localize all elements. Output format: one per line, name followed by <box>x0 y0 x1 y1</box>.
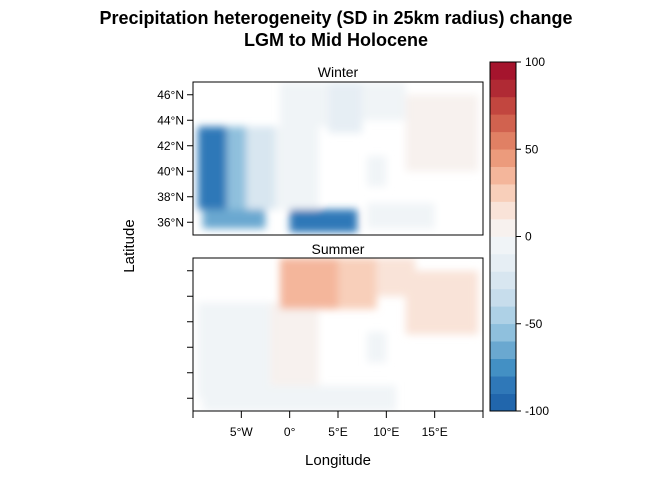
region-summer-3 <box>338 258 377 309</box>
region-summer-2 <box>280 258 338 309</box>
region-winter-9 <box>367 155 387 187</box>
region-winter-0 <box>197 126 227 210</box>
colorbar-segment <box>490 201 516 220</box>
colorbar: 100 50 0 -50 -100 <box>489 55 549 418</box>
chart-title-line1: Precipitation heterogeneity (SD in 25km … <box>99 8 572 28</box>
region-summer-6 <box>367 331 387 363</box>
x-tick-label: 5°E <box>328 425 347 439</box>
region-summer-5 <box>405 270 479 335</box>
chart-title-line2: LGM to Mid Holocene <box>244 30 428 50</box>
colorbar-segment <box>490 96 516 115</box>
y-tick-label: 46°N <box>157 88 184 102</box>
colorbar-segment <box>490 166 516 185</box>
y-tick-label: 42°N <box>157 139 184 153</box>
region-winter-1 <box>226 126 247 210</box>
colorbar-tick-label: 100 <box>525 55 545 69</box>
region-winter-6 <box>280 82 329 127</box>
region-winter-10 <box>405 94 479 172</box>
region-winter-5 <box>289 209 358 233</box>
colorbar-segment <box>490 184 516 202</box>
y-axis-label: Latitude <box>121 219 138 272</box>
y-tick-label: 44°N <box>157 113 184 127</box>
y-tick-label: 36°N <box>157 215 184 229</box>
region-summer-7 <box>202 385 396 411</box>
colorbar-segment <box>490 149 516 167</box>
colorbar-segment <box>490 271 516 290</box>
colorbar-segment <box>490 62 516 80</box>
colorbar-segment <box>490 114 516 133</box>
colorbar-segment <box>490 306 516 325</box>
colorbar-segment <box>490 236 516 255</box>
region-winter-3 <box>275 126 319 210</box>
region-winter-4 <box>202 209 266 229</box>
x-tick-label: 10°E <box>373 425 399 439</box>
colorbar-segment <box>490 253 516 272</box>
colorbar-tick-label: 0 <box>525 230 532 244</box>
panel-title-winter: Winter <box>318 64 359 80</box>
colorbar-tick-label: 50 <box>525 142 539 156</box>
colorbar-segment <box>490 393 516 412</box>
x-axis-label: Longitude <box>305 452 371 469</box>
region-summer-1 <box>270 302 319 399</box>
x-tick-label: 15°E <box>422 425 448 439</box>
colorbar-segment <box>490 79 516 98</box>
colorbar-segment <box>490 323 516 342</box>
colorbar-segment <box>490 219 516 237</box>
panel-winter: Winter 36°N 38°N 40°N 42°N 44°N 46°N <box>157 64 484 236</box>
colorbar-tick-label: -50 <box>525 317 543 331</box>
colorbar-segment <box>490 341 516 359</box>
region-winter-2 <box>246 126 276 210</box>
panel-frame-winter <box>192 81 484 236</box>
colorbar-segment <box>490 358 516 377</box>
panel-title-summer: Summer <box>312 241 365 257</box>
region-summer-0 <box>197 302 271 399</box>
colorbar-segment <box>490 131 516 150</box>
region-winter-11 <box>367 203 435 229</box>
y-tick-label: 38°N <box>157 190 184 204</box>
region-winter-7 <box>328 82 363 133</box>
region-winter-8 <box>362 82 406 121</box>
x-tick-label: 5°W <box>230 425 253 439</box>
colorbar-segment <box>490 376 516 394</box>
colorbar-segment <box>490 288 516 307</box>
y-tick-label: 40°N <box>157 164 184 178</box>
x-tick-label: 0° <box>284 425 296 439</box>
colorbar-tick-label: -100 <box>525 404 549 418</box>
panel-summer: Summer <box>187 241 484 412</box>
